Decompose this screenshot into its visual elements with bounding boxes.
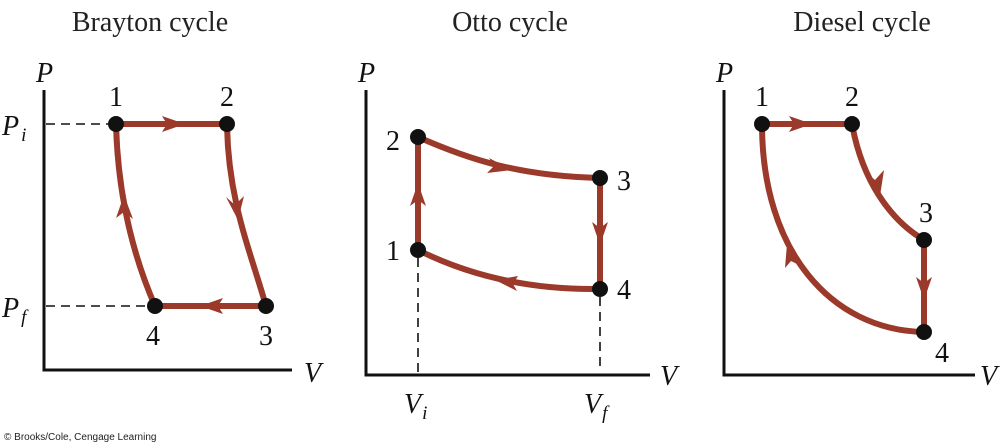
brayton-y-axis-label: P	[35, 58, 53, 89]
otto-arrow-4-1	[495, 276, 518, 291]
diesel-point-3	[916, 232, 932, 248]
diesel-label-3: 3	[919, 198, 933, 229]
brayton-label-2: 2	[220, 82, 234, 113]
brayton-axes	[42, 90, 292, 372]
diesel-diagram: Diesel cycle P V 1 2 3 4	[715, 7, 1000, 392]
brayton-label-4: 4	[146, 321, 160, 352]
diesel-point-1	[754, 116, 770, 132]
diesel-path-2-3	[849, 121, 927, 243]
otto-arrow-1-2	[410, 183, 426, 206]
diesel-arrow-1-2	[789, 116, 812, 132]
diesel-label-1: 1	[755, 82, 769, 113]
diesel-point-2	[844, 116, 860, 132]
otto-label-3: 3	[617, 166, 631, 197]
brayton-arrow-3-4	[200, 298, 223, 314]
otto-arrow-2-3	[487, 158, 512, 173]
brayton-path-4-1	[113, 121, 158, 309]
diesel-label-4: 4	[935, 338, 949, 369]
brayton-label-1: 1	[109, 82, 123, 113]
otto-label-4: 4	[617, 275, 631, 306]
brayton-point-4	[147, 298, 163, 314]
otto-point-1	[410, 242, 426, 258]
brayton-point-3	[258, 298, 274, 314]
otto-y-axis-label: P	[357, 58, 375, 89]
brayton-path-2-3	[224, 121, 269, 309]
diesel-arrow-3-4	[916, 277, 932, 300]
otto-path-2-3	[415, 134, 603, 181]
otto-axes	[364, 90, 650, 377]
diesel-label-2: 2	[845, 82, 859, 113]
diesel-arrow-4-1	[785, 244, 801, 268]
diesel-path-4-1	[759, 121, 927, 335]
brayton-point-1	[108, 116, 124, 132]
brayton-arrow-1-2	[162, 116, 185, 132]
brayton-point-2	[219, 116, 235, 132]
brayton-x-axis-label: V	[304, 358, 324, 389]
otto-label-1: 1	[386, 236, 400, 267]
otto-label-2: 2	[386, 126, 400, 157]
otto-title: Otto cycle	[452, 7, 568, 38]
otto-diagram: Otto cycle P V Vi Vf 1 2 3 4	[357, 7, 680, 424]
diesel-axes	[722, 90, 975, 377]
otto-vf-label: Vf	[584, 389, 610, 424]
diesel-title: Diesel cycle	[793, 7, 931, 38]
copyright-credit: © Brooks/Cole, Cengage Learning	[4, 432, 156, 443]
brayton-title: Brayton cycle	[72, 7, 228, 38]
diesel-arrow-2-3	[868, 170, 884, 196]
otto-point-2	[410, 129, 426, 145]
otto-x-axis-label: V	[660, 361, 680, 392]
brayton-label-3: 3	[259, 321, 273, 352]
otto-arrow-3-4	[592, 222, 608, 245]
otto-point-3	[592, 170, 608, 186]
otto-point-4	[592, 281, 608, 297]
diesel-x-axis-label: V	[980, 361, 1000, 392]
brayton-arrow-4-1	[116, 195, 133, 219]
diesel-point-4	[916, 324, 932, 340]
brayton-arrow-2-3	[226, 196, 244, 220]
diesel-y-axis-label: P	[715, 58, 733, 89]
otto-vi-label: Vi	[404, 389, 427, 424]
